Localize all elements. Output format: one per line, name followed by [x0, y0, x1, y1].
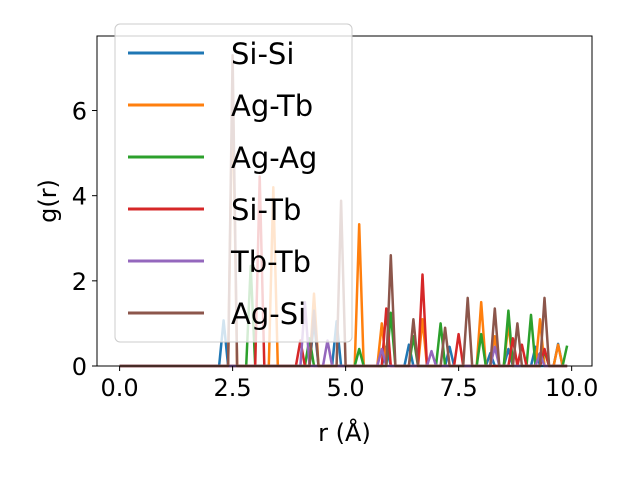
y-tick-label: 6 — [72, 98, 87, 126]
legend-label: Si-Tb — [231, 193, 301, 227]
y-axis: 0 2 4 6 — [72, 98, 97, 381]
x-tick-label: 10.0 — [545, 374, 598, 402]
legend-label: Ag-Si — [231, 297, 306, 331]
legend-box — [114, 23, 353, 343]
x-tick-label: 0.0 — [101, 374, 139, 402]
x-axis: 0.0 2.5 5.0 7.5 10.0 — [101, 366, 598, 402]
legend-label: Si-Si — [231, 37, 294, 71]
legend-label: Ag-Ag — [231, 141, 317, 175]
y-tick-label: 0 — [72, 353, 87, 381]
x-tick-label: 5.0 — [327, 374, 365, 402]
legend-label: Ag-Tb — [231, 89, 313, 123]
y-tick-label: 2 — [72, 268, 87, 296]
y-axis-label: g(r) — [34, 179, 62, 223]
x-tick-label: 7.5 — [440, 374, 478, 402]
y-tick-label: 4 — [72, 183, 87, 211]
x-axis-label: r (Å) — [318, 418, 371, 447]
legend: Si-Si Ag-Tb Ag-Ag Si-Tb Tb-Tb Ag-Si — [114, 23, 353, 343]
legend-label: Tb-Tb — [230, 245, 311, 279]
x-tick-label: 2.5 — [214, 374, 252, 402]
